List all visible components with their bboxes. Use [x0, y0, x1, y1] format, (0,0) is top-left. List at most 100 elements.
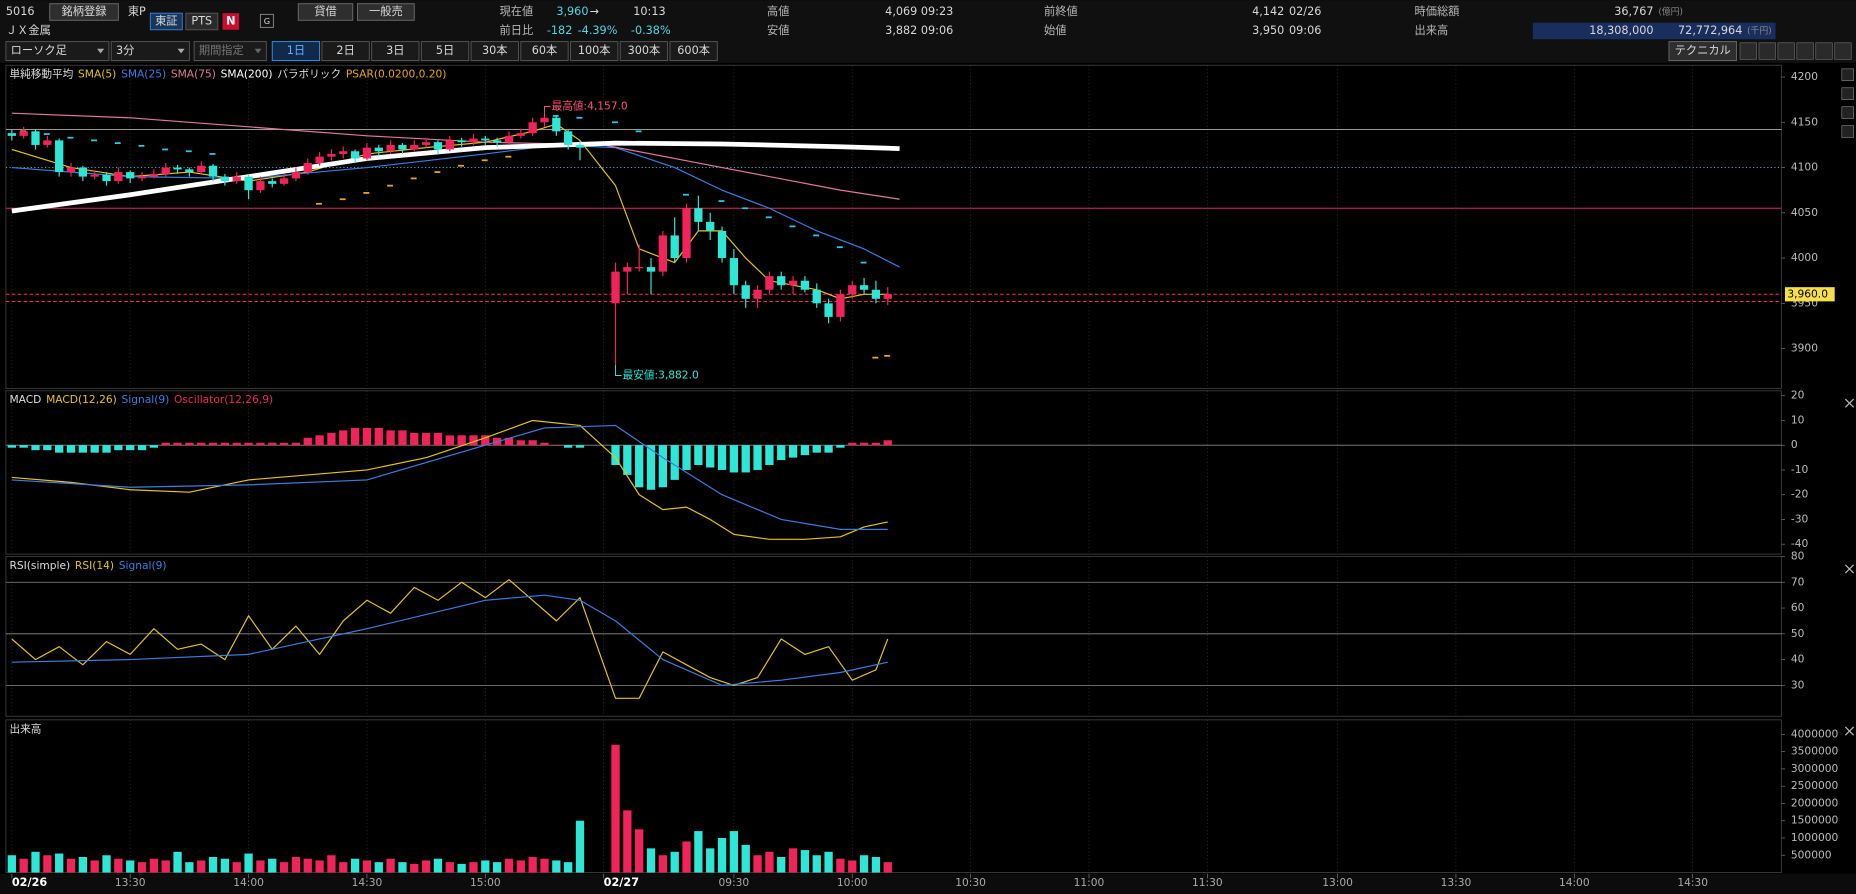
volume-bar [161, 860, 170, 873]
volume-bar [386, 858, 395, 873]
interval-label[interactable]: 3分 [116, 44, 134, 57]
candle-body [208, 165, 218, 177]
venue-button[interactable] [149, 12, 183, 31]
period-button[interactable] [321, 41, 370, 62]
volume-bar [824, 851, 833, 873]
volume-label: 出来高 [1414, 24, 1448, 37]
chart-type-label[interactable]: ローソク足 [11, 44, 67, 57]
y-tick-label: -40 [1791, 537, 1809, 550]
venue-label[interactable]: N [226, 14, 235, 27]
period-button[interactable] [271, 41, 321, 62]
volume-bar [445, 862, 454, 873]
oscillator-bar [540, 442, 549, 446]
period-label[interactable]: 100本 [578, 43, 611, 57]
venue-label[interactable]: 東証 [155, 14, 177, 27]
margin-label[interactable]: 一般売 [369, 5, 403, 18]
candle-body [90, 174, 99, 177]
close-panel[interactable] [1844, 564, 1855, 574]
venue-button[interactable] [259, 13, 274, 28]
period-label[interactable]: 60本 [532, 43, 558, 57]
volume-bar [315, 860, 324, 873]
scroll-button[interactable] [1841, 87, 1854, 100]
scroll-button[interactable] [1841, 68, 1854, 82]
legend-label: SMA(75) [171, 68, 216, 81]
period-label[interactable]: 300本 [628, 43, 661, 57]
period-label[interactable]: 2日 [336, 44, 354, 57]
y-tick-label: 500000 [1791, 848, 1832, 861]
period-button[interactable] [470, 41, 519, 62]
dropdown-arrow [97, 48, 105, 54]
margin-label[interactable]: 貸借 [314, 4, 336, 18]
candle-body [232, 176, 241, 182]
volume-bar [516, 860, 525, 873]
period-label[interactable]: 30本 [482, 43, 508, 57]
tool-icon[interactable] [1815, 42, 1833, 60]
venue-label[interactable]: PTS [191, 14, 212, 27]
technical-label[interactable]: テクニカル [1675, 44, 1731, 57]
period-button[interactable] [420, 41, 470, 62]
volume-bar [19, 858, 28, 873]
range-select[interactable] [193, 41, 267, 62]
register-button[interactable] [49, 3, 119, 21]
tool-icon[interactable] [1777, 42, 1795, 60]
period-button[interactable] [570, 41, 619, 62]
price-tag [1784, 287, 1835, 302]
legend-label: 出来高 [9, 722, 41, 735]
scroll-button[interactable] [1841, 106, 1854, 119]
range-label[interactable]: 期間指定 [199, 43, 244, 57]
legend-label: MACD [9, 393, 41, 406]
close-panel[interactable] [1844, 398, 1855, 408]
interval-select[interactable] [110, 41, 190, 62]
technical-button[interactable] [1668, 41, 1737, 62]
oscillator-bar [386, 430, 395, 446]
venue-button[interactable] [185, 12, 219, 31]
chart-type-select[interactable] [5, 41, 110, 62]
tool-icon[interactable] [1834, 42, 1852, 60]
y-tick-label: 3500000 [1791, 745, 1839, 758]
register-label[interactable]: 銘柄登録 [62, 4, 107, 18]
oscillator-bar [564, 445, 573, 448]
price-value: 3,960 [556, 5, 588, 18]
margin-button[interactable] [356, 3, 415, 21]
tool-icon[interactable] [1758, 42, 1776, 60]
candle-body [185, 169, 194, 173]
oscillator-bar [185, 442, 194, 446]
oscillator-bar [552, 445, 561, 446]
scroll-button[interactable] [1841, 125, 1854, 138]
y-tick-label: 2000000 [1791, 796, 1839, 809]
period-label[interactable]: 1日 [287, 44, 305, 57]
x-tick-label: 02/27 [604, 876, 639, 889]
venue-label[interactable]: G [264, 16, 270, 26]
margin-button[interactable] [297, 3, 354, 21]
volume-bar [7, 855, 16, 873]
y-tick-label: 4000 [1791, 251, 1818, 264]
period-button[interactable] [669, 41, 718, 62]
oscillator-bar [765, 445, 774, 466]
candle-body [149, 173, 159, 177]
candle-body [7, 133, 16, 136]
oscillator-bar [824, 445, 833, 453]
period-label[interactable]: 5日 [436, 44, 454, 57]
period-button[interactable] [371, 41, 420, 62]
open-time: 09:06 [1289, 24, 1321, 37]
volume-bar [611, 744, 620, 873]
tool-icon[interactable] [1796, 42, 1814, 60]
x-tick-label: 10:00 [837, 876, 868, 889]
y-tick-label: 30 [1791, 678, 1805, 691]
oscillator-bar [362, 427, 372, 446]
volume-bar [706, 848, 715, 873]
market-cap-unit: (億円) [1658, 6, 1683, 18]
period-label[interactable]: 3日 [386, 44, 404, 57]
legend-label: Oscillator(12,26,9) [174, 393, 273, 406]
annotation-label: 最高値:4,157.0 [552, 99, 628, 112]
volume-bar [635, 829, 644, 873]
candle-body [457, 140, 466, 143]
venue-button[interactable] [222, 13, 240, 30]
volume-bar [682, 841, 691, 873]
tool-icon[interactable] [1739, 42, 1757, 60]
oscillator-bar [114, 445, 123, 451]
period-button[interactable] [520, 41, 569, 62]
period-label[interactable]: 600本 [677, 43, 710, 57]
period-button[interactable] [619, 41, 669, 62]
close-panel[interactable] [1844, 726, 1855, 736]
